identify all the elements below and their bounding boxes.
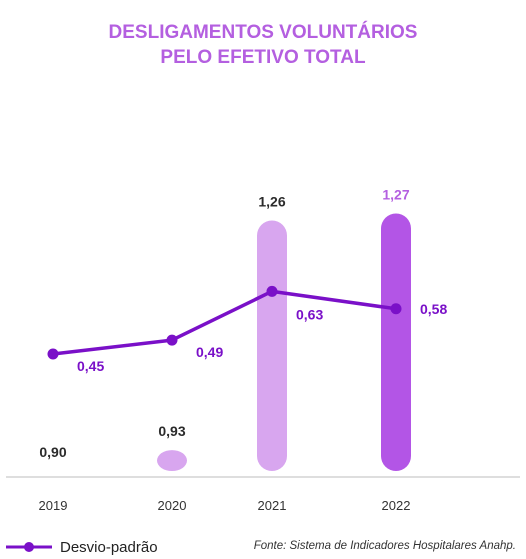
- x-tick-label-2021: 2021: [258, 498, 287, 513]
- std-dev-value-label-2021: 0,63: [296, 306, 323, 322]
- bar-2021: [257, 220, 287, 471]
- chart-title: DESLIGAMENTOS VOLUNTÁRIOS PELO EFETIVO T…: [0, 20, 526, 70]
- std-dev-point-2022: [390, 303, 402, 315]
- legend-line-marker-icon: [6, 542, 52, 552]
- legend-label: Desvio-padrão: [60, 538, 158, 556]
- bar-2022: [381, 213, 411, 472]
- std-dev-line: [52, 289, 397, 356]
- source-note: Fonte: Sistema de Indicadores Hospitalar…: [253, 540, 516, 552]
- x-tick-label-2022: 2022: [382, 498, 411, 513]
- std-dev-point-2019: [47, 348, 59, 360]
- std-dev-value-label-2022: 0,58: [420, 301, 447, 317]
- chart-area: 0,90 2019 0,93 2020 1,26 2021 1,27 2022 0,45 0,49…: [6, 186, 520, 513]
- chart-title-line-2: PELO EFETIVO TOTAL: [160, 47, 366, 68]
- std-dev-point-2020: [166, 334, 178, 346]
- bar-value-label-2022: 1,27: [382, 186, 409, 202]
- std-dev-value-label-2020: 0,49: [196, 344, 223, 360]
- legend: Desvio-padrão: [6, 536, 158, 558]
- bar-2020: [157, 450, 187, 471]
- std-dev-value-label-2019: 0,45: [77, 358, 104, 374]
- bar-value-label-2019: 0,90: [39, 444, 66, 460]
- x-tick-label-2019: 2019: [39, 498, 68, 513]
- chart-title-line-1: DESLIGAMENTOS VOLUNTÁRIOS: [108, 22, 418, 43]
- std-dev-point-2021: [266, 285, 278, 297]
- bar-value-label-2020: 0,93: [158, 423, 185, 439]
- x-tick-label-2020: 2020: [158, 498, 187, 513]
- bar-value-label-2021: 1,26: [258, 193, 285, 209]
